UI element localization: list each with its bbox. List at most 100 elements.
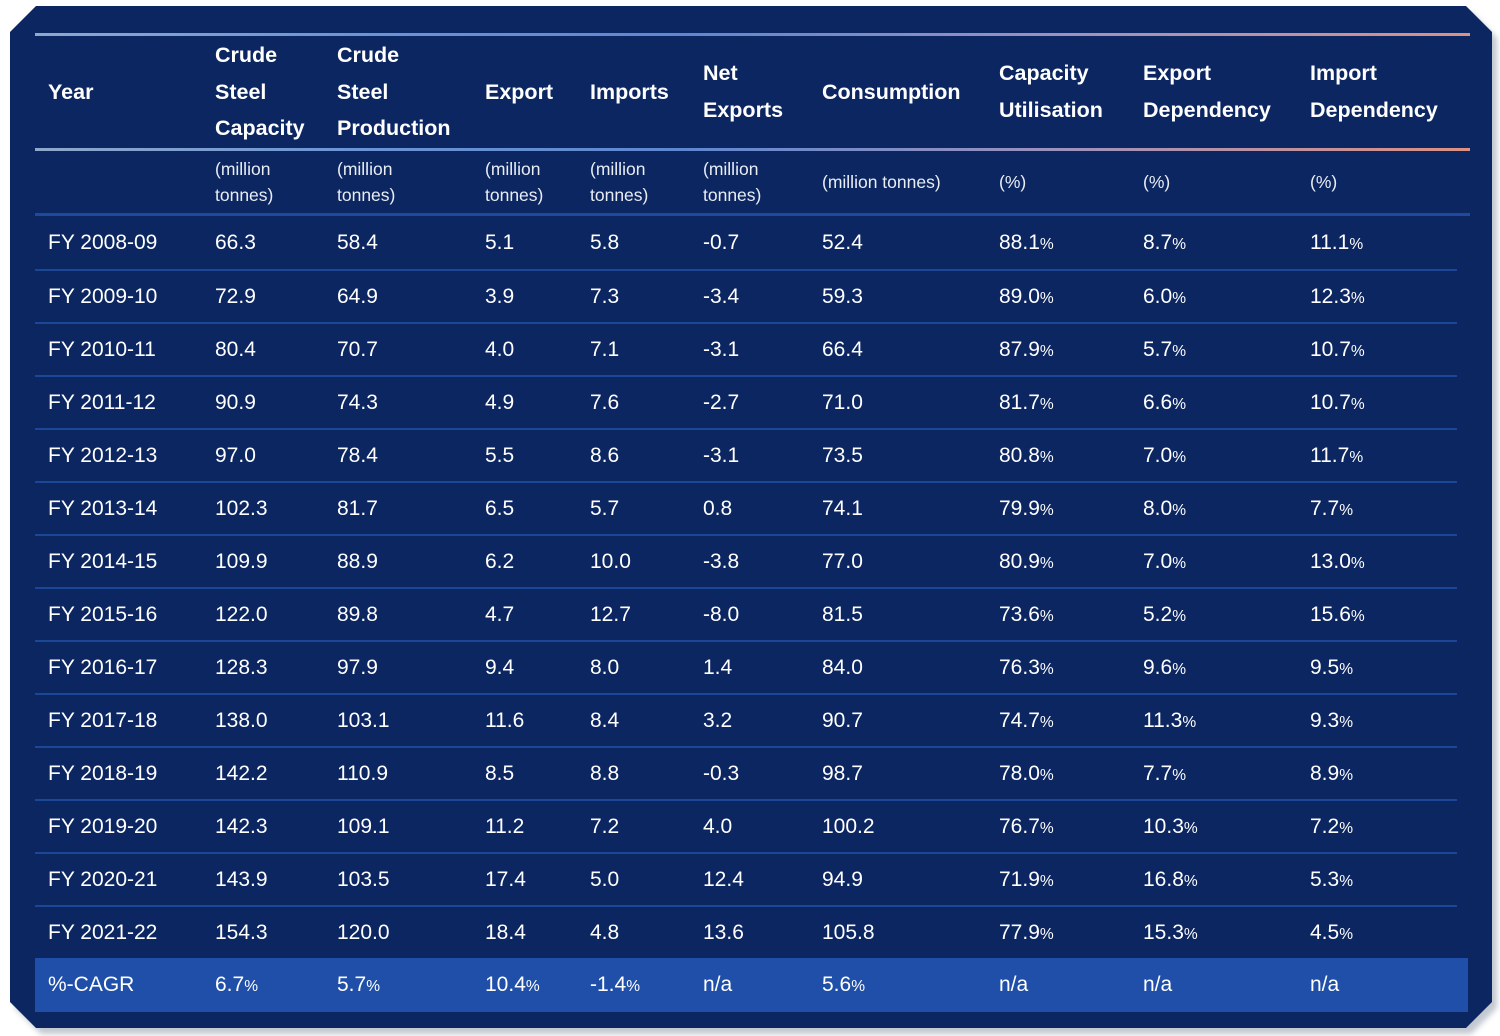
cagr-value-net-exports: n/a	[703, 973, 733, 996]
value-cell-crude-steel-production: 97.9	[337, 655, 378, 679]
value-cell-imports: 8.0	[590, 655, 620, 679]
value-cell-net-exports: 3.2	[703, 708, 733, 732]
value-cell-net-exports: 13.6	[703, 920, 744, 944]
cagr-summary-row: %-CAGR 6.7% 5.7% 10.4% -1.4% n/a 5.6% n/a n/a n/a	[35, 958, 1468, 1012]
percent-sign: %	[1172, 395, 1187, 413]
value-cell-import-dependency: 9.3%	[1310, 708, 1354, 732]
value-cell-capacity-utilisation: 88.1%	[999, 230, 1054, 254]
table-header-row: Year Crude Steel Capacity Crude Steel Prod…	[35, 36, 1470, 148]
value-cell-crude-steel-capacity: 90.9	[215, 390, 256, 414]
year-cell: FY 2010-11	[48, 337, 156, 361]
column-header-crude-steel-production: Crude Steel Production	[337, 43, 451, 141]
percent-sign: %	[1039, 925, 1054, 943]
steel-statistics-table-panel: Year Crude Steel Capacity Crude Steel Prod…	[10, 6, 1492, 1028]
percent-sign: %	[1039, 554, 1054, 572]
percent-sign: %	[1172, 342, 1187, 360]
cagr-value-import-dependency: n/a	[1310, 973, 1340, 996]
value-cell-crude-steel-capacity: 80.4	[215, 337, 256, 361]
value-cell-net-exports: -0.7	[703, 230, 740, 254]
percent-sign: %	[1339, 872, 1354, 890]
table-row-fy-2016-17: FY 2016-17 128.3 97.9 9.4 8.0 1.4 84.0 76.3% 9.6…	[35, 640, 1457, 693]
year-cell: FY 2018-19	[48, 761, 158, 785]
percent-sign: %	[851, 978, 866, 995]
value-cell-crude-steel-capacity: 142.3	[215, 814, 268, 838]
value-cell-capacity-utilisation: 73.6%	[999, 602, 1054, 626]
value-cell-crude-steel-production: 103.5	[337, 867, 390, 891]
percent-sign: %	[1183, 925, 1198, 943]
table-row-fy-2020-21: FY 2020-21 143.9 103.5 17.4 5.0 12.4 94.9 71.9%…	[35, 852, 1457, 905]
value-cell-crude-steel-production: 81.7	[337, 496, 378, 520]
column-header-consumption: Consumption	[822, 79, 961, 104]
percent-sign: %	[1349, 448, 1364, 466]
percent-sign: %	[1039, 289, 1054, 307]
table-row-fy-2013-14: FY 2013-14 102.3 81.7 6.5 5.7 0.8 74.1 79.9% 8.0…	[35, 481, 1457, 534]
table-row-fy-2010-11: FY 2010-11 80.4 70.7 4.0 7.1 -3.1 66.4 87.9% 5.7…	[35, 322, 1457, 375]
value-cell-crude-steel-production: 64.9	[337, 284, 378, 308]
value-cell-export-dependency: 8.0%	[1143, 496, 1187, 520]
value-cell-crude-steel-production: 78.4	[337, 443, 378, 467]
value-cell-export-dependency: 5.7%	[1143, 337, 1187, 361]
value-cell-import-dependency: 7.7%	[1310, 496, 1354, 520]
value-cell-net-exports: 1.4	[703, 655, 733, 679]
column-unit-net-exports: (million tonnes)	[703, 158, 762, 205]
percent-sign: %	[1172, 607, 1187, 625]
table-row-fy-2015-16: FY 2015-16 122.0 89.8 4.7 12.7 -8.0 81.5 73.6% 5…	[35, 587, 1457, 640]
cagr-value-crude-steel-capacity: 6.7%	[215, 973, 259, 996]
table-row-fy-2009-10: FY 2009-10 72.9 64.9 3.9 7.3 -3.4 59.3 89.0% 6.0…	[35, 269, 1457, 322]
value-cell-export-dependency: 11.3%	[1143, 708, 1197, 732]
year-cell: FY 2019-20	[48, 814, 158, 838]
value-cell-consumption: 94.9	[822, 867, 863, 891]
percent-sign: %	[1350, 395, 1365, 413]
value-cell-capacity-utilisation: 74.7%	[999, 708, 1054, 732]
value-cell-net-exports: -3.1	[703, 443, 740, 467]
percent-sign: %	[1183, 872, 1198, 890]
value-cell-export-dependency: 10.3%	[1143, 814, 1198, 838]
value-cell-imports: 5.8	[590, 230, 620, 254]
value-cell-imports: 8.4	[590, 708, 620, 732]
percent-sign: %	[1172, 289, 1187, 307]
column-header-capacity-utilisation: Capacity Utilisation	[999, 61, 1103, 122]
cagr-value-consumption: 5.6%	[822, 973, 866, 996]
value-cell-capacity-utilisation: 71.9%	[999, 867, 1054, 891]
value-cell-crude-steel-capacity: 154.3	[215, 920, 268, 944]
percent-sign: %	[1339, 925, 1354, 943]
value-cell-export-dependency: 8.7%	[1143, 230, 1187, 254]
value-cell-crude-steel-capacity: 66.3	[215, 230, 256, 254]
value-cell-imports: 8.6	[590, 443, 620, 467]
percent-sign: %	[1350, 342, 1365, 360]
percent-sign: %	[1039, 501, 1054, 519]
value-cell-crude-steel-capacity: 128.3	[215, 655, 268, 679]
percent-sign: %	[1039, 660, 1054, 678]
table-units-row: (million tonnes) (million tonnes) (million…	[35, 151, 1470, 213]
value-cell-import-dependency: 8.9%	[1310, 761, 1354, 785]
value-cell-imports: 4.8	[590, 920, 620, 944]
percent-sign: %	[1350, 554, 1365, 572]
value-cell-export-dependency: 7.0%	[1143, 549, 1187, 573]
value-cell-import-dependency: 11.1%	[1310, 230, 1364, 254]
year-cell: FY 2009-10	[48, 284, 158, 308]
value-cell-import-dependency: 9.5%	[1310, 655, 1354, 679]
cagr-value-imports: -1.4%	[590, 973, 640, 996]
year-cell: FY 2011-12	[48, 390, 156, 414]
year-cell: FY 2021-22	[48, 920, 158, 944]
value-cell-import-dependency: 15.6%	[1310, 602, 1365, 626]
percent-sign: %	[1182, 713, 1197, 731]
year-cell: FY 2013-14	[48, 496, 158, 520]
value-cell-export-dependency: 9.6%	[1143, 655, 1187, 679]
percent-sign: %	[626, 978, 640, 995]
percent-sign: %	[1039, 819, 1054, 837]
value-cell-export: 18.4	[485, 920, 526, 944]
value-cell-net-exports: -0.3	[703, 761, 740, 785]
percent-sign: %	[1039, 395, 1054, 413]
column-unit-crude-steel-capacity: (million tonnes)	[215, 158, 274, 205]
cagr-label: %-CAGR	[48, 973, 135, 996]
column-unit-export-dependency: (%)	[1143, 171, 1171, 192]
percent-sign: %	[1039, 235, 1054, 253]
value-cell-crude-steel-capacity: 72.9	[215, 284, 256, 308]
value-cell-imports: 7.6	[590, 390, 620, 414]
percent-sign: %	[1339, 819, 1354, 837]
value-cell-net-exports: -2.7	[703, 390, 740, 414]
percent-sign: %	[1172, 766, 1187, 784]
table-row-fy-2019-20: FY 2019-20 142.3 109.1 11.2 7.2 4.0 100.2 76.7%…	[35, 799, 1457, 852]
value-cell-imports: 7.1	[590, 337, 620, 361]
